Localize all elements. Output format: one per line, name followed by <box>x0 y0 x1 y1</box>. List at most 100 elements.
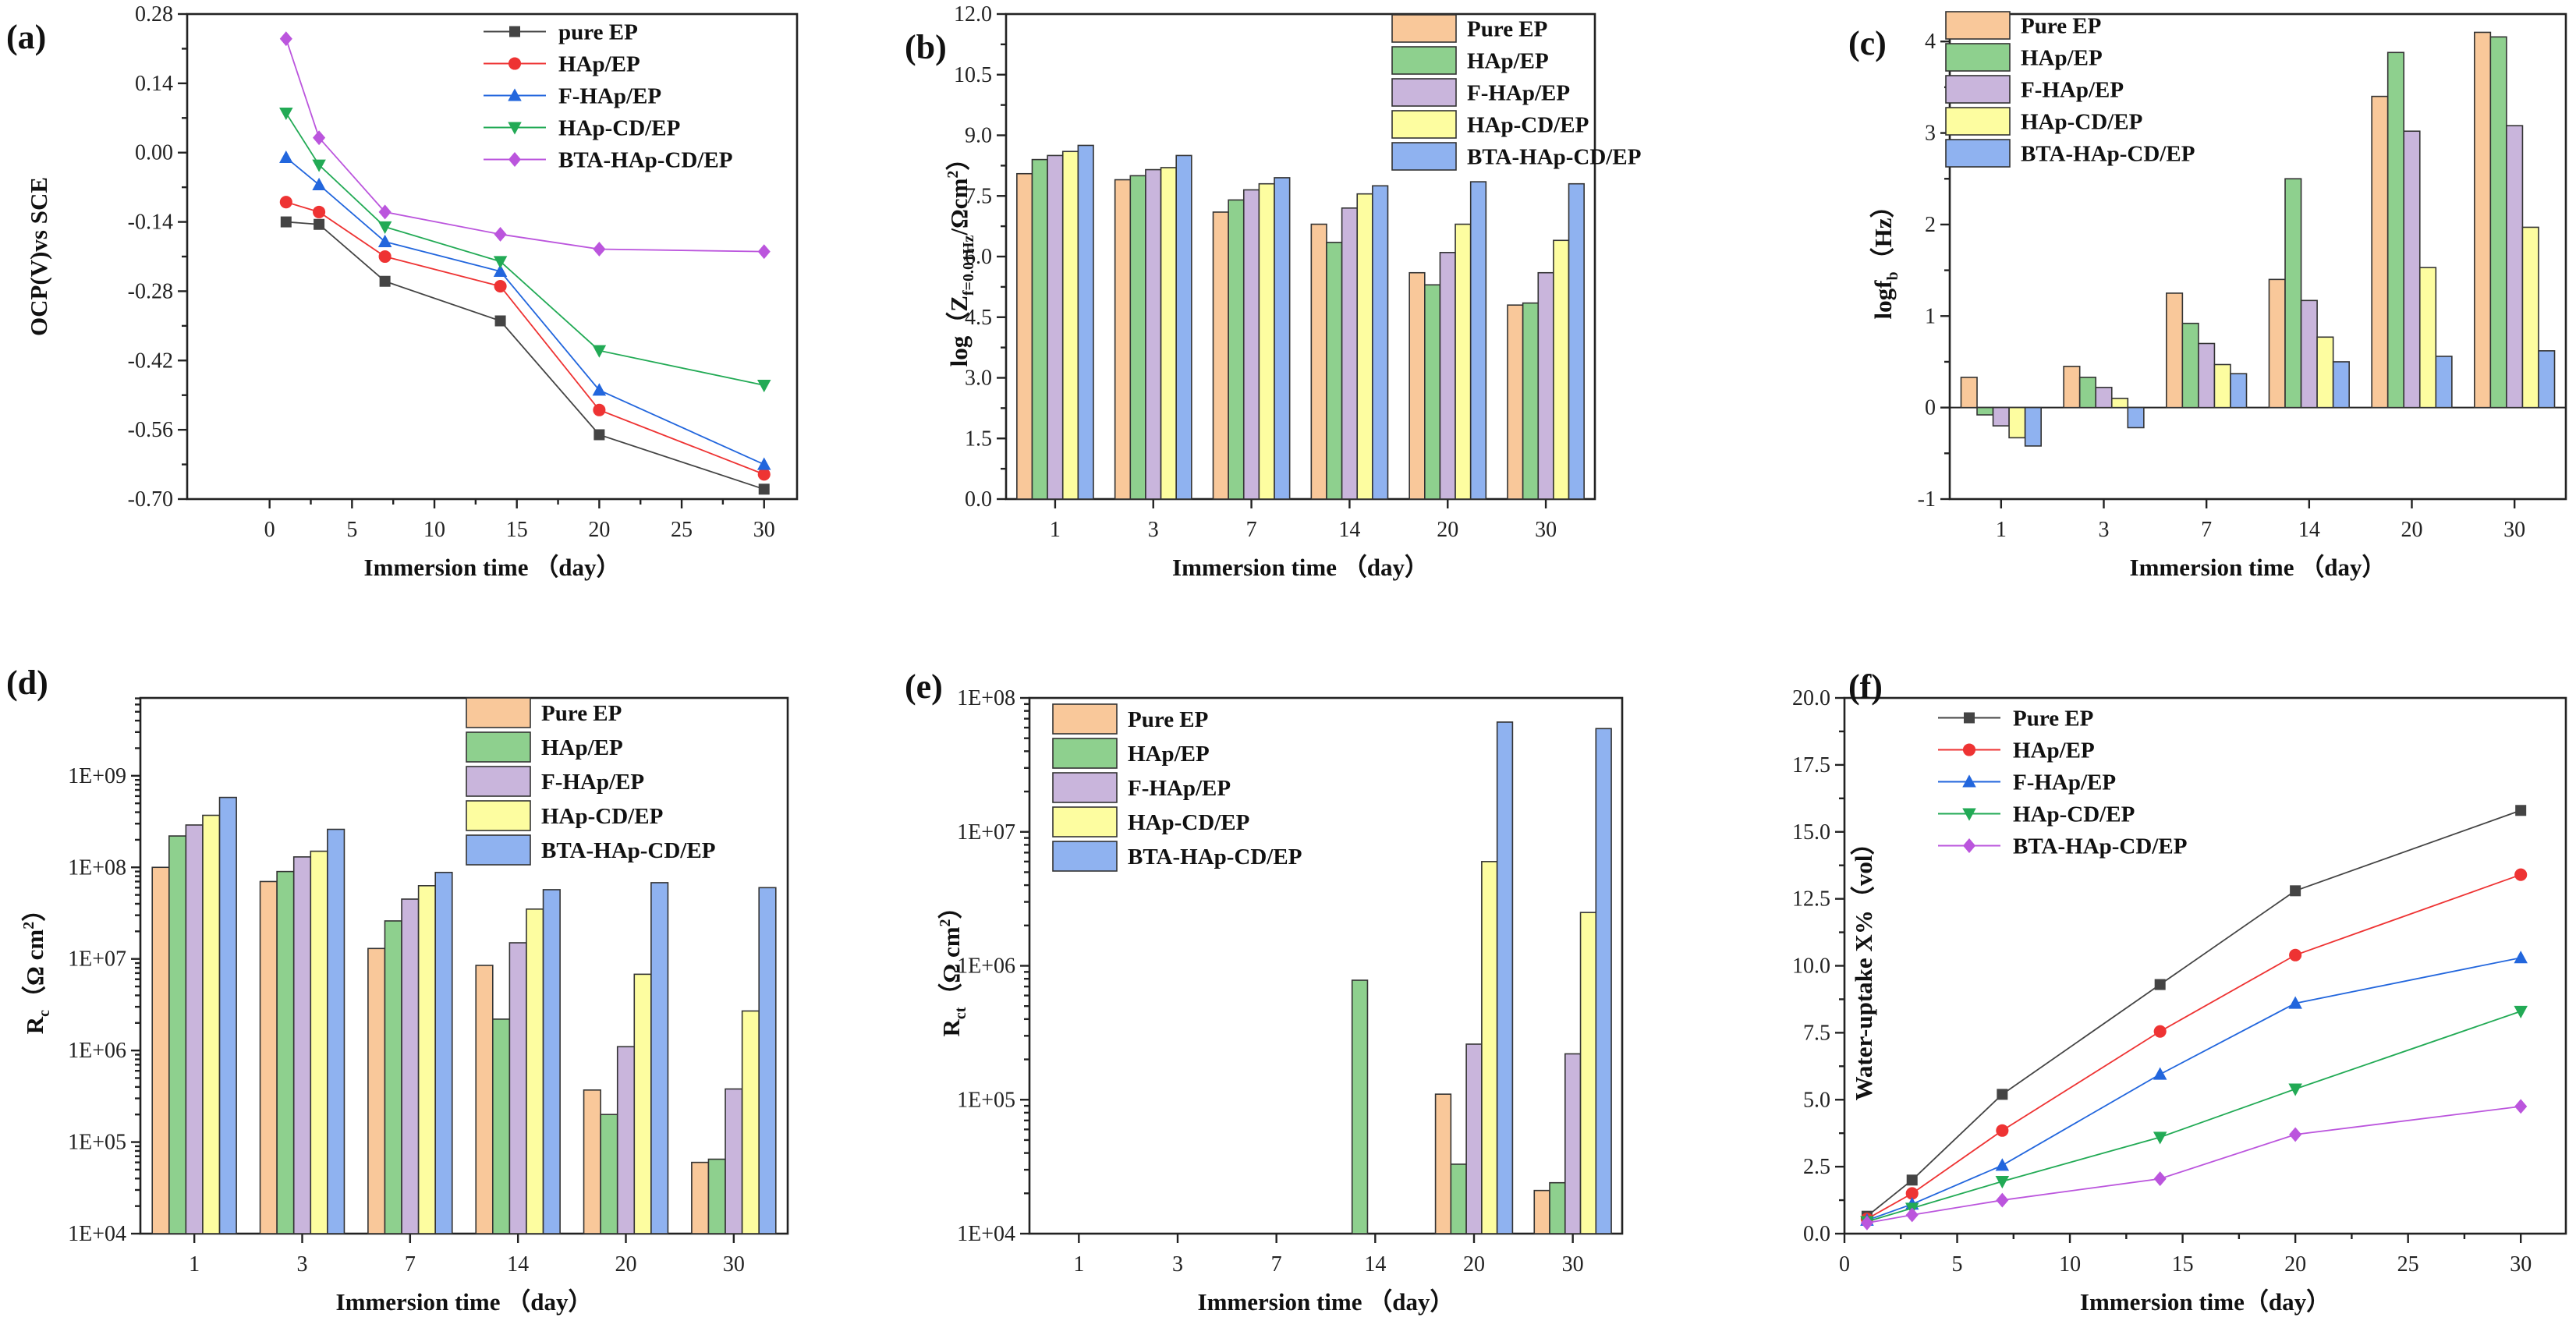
y-axis-label-part: （Ω cm <box>21 930 48 1010</box>
legend-item: HAp-CD/EP <box>484 116 680 141</box>
legend-item: HAp/EP <box>466 731 623 763</box>
x-tick-label: 7 <box>1271 1252 1282 1277</box>
x-tick-label: 1 <box>1073 1252 1084 1277</box>
x-tick-label: 14 <box>1338 518 1360 542</box>
legend-item: HAp/EP <box>1938 738 2095 763</box>
bar <box>1439 252 1456 500</box>
y-axis-label-part: b <box>1884 271 1901 280</box>
legend-swatch <box>1052 703 1118 735</box>
bar <box>1031 158 1048 500</box>
data-point <box>1860 1215 1873 1231</box>
data-point <box>1905 1187 1919 1200</box>
bar <box>2078 377 2097 409</box>
bar <box>2127 406 2145 429</box>
legend-label: HAp-CD/EP <box>558 116 680 141</box>
data-point <box>1995 1158 2010 1171</box>
legend-item: BTA-HAp-CD/EP <box>466 834 715 866</box>
y-tick-label: -0.14 <box>128 211 173 235</box>
bar <box>2166 292 2184 409</box>
bar <box>1481 861 1498 1234</box>
bar <box>1016 172 1033 500</box>
y-tick-label: 10.5 <box>954 63 992 87</box>
legend-label: HAp/EP <box>1128 742 1210 767</box>
bar <box>616 1046 636 1234</box>
bar <box>185 824 204 1234</box>
legend-swatch <box>1391 110 1457 139</box>
series-line <box>285 38 764 253</box>
y-tick-label: 20.0 <box>1792 686 1830 710</box>
bar <box>384 920 402 1234</box>
x-tick-label: 20 <box>1437 518 1458 542</box>
legend-label: HAp/EP <box>541 735 623 760</box>
bar <box>367 947 386 1234</box>
y-tick-label: 5.0 <box>1803 1088 1830 1112</box>
bar <box>542 889 561 1234</box>
bar <box>327 828 345 1234</box>
bar <box>1372 185 1389 500</box>
y-axis-label-part: f=0.01Hz <box>960 235 977 296</box>
series-line <box>285 201 765 476</box>
legend: pure EP HAp/EP F-HAp/EP HAp-CD/EP BTA-HAp-CD… <box>484 20 732 173</box>
bar <box>707 1158 726 1234</box>
y-axis-label-part: ） <box>945 147 973 171</box>
panel-label: (c) <box>1848 24 1887 62</box>
y-axis-label: Rc（Ω cm2） <box>20 898 53 1034</box>
y-tick-label: 4 <box>1925 30 1936 54</box>
data-point <box>1905 1207 1919 1223</box>
bar <box>1326 242 1343 500</box>
legend-marker <box>508 122 522 135</box>
bar <box>508 942 527 1234</box>
y-axis-label-part: 2 <box>20 922 37 930</box>
data-point <box>1996 1192 2009 1208</box>
y-tick-label: 1E+09 <box>68 764 126 788</box>
legend-swatch <box>466 697 531 728</box>
bar <box>2181 322 2199 409</box>
bar <box>1047 154 1064 500</box>
legend-item: pure EP <box>484 20 638 45</box>
legend: Pure EP HAp/EP F-HAp/EP HAp-CD/EP BTA-HAp-CD… <box>1391 14 1641 171</box>
data-point <box>494 226 507 242</box>
bar <box>2213 363 2231 409</box>
data-point <box>2515 805 2527 816</box>
bar <box>2418 267 2437 409</box>
y-axis-label-part: R <box>937 1019 965 1037</box>
bar <box>1408 271 1426 500</box>
data-point <box>2153 1025 2167 1038</box>
y-tick-label: 1.5 <box>965 427 992 451</box>
y-tick-label: -1 <box>1918 487 1936 512</box>
data-point <box>2153 1171 2167 1187</box>
y-tick-label: -0.56 <box>128 418 173 442</box>
data-point <box>2514 868 2528 881</box>
bar <box>2284 178 2302 409</box>
panel-label: (a) <box>6 18 46 56</box>
bar <box>434 871 453 1234</box>
legend-label: HAp/EP <box>558 52 640 77</box>
x-tick-label: 30 <box>2503 518 2525 542</box>
bar <box>2063 366 2081 409</box>
legend-swatch <box>1052 738 1118 769</box>
bar <box>2008 406 2026 439</box>
legend-label: F-HAp/EP <box>1467 81 1570 106</box>
data-point <box>757 457 771 470</box>
bar <box>2474 31 2492 409</box>
y-tick-label: 6.0 <box>965 245 992 269</box>
plot-frame <box>139 696 789 1235</box>
x-tick-label: 30 <box>753 518 775 542</box>
legend-item: F-HAp/EP <box>1052 772 1231 803</box>
bar <box>2230 373 2248 409</box>
legend-swatch <box>1945 75 2011 104</box>
panel-c-breakpoint-frequency-chart: -1 0 1 2 3 4 1 3 7 14 20 30 Immersion time （day） logf… <box>1848 11 2567 581</box>
bar <box>1434 1093 1452 1234</box>
legend-label: HAp-CD/EP <box>1467 113 1589 138</box>
bar <box>2386 51 2405 409</box>
data-point <box>2153 1131 2167 1145</box>
legend-label: F-HAp/EP <box>2021 78 2124 103</box>
legend-label: BTA-HAp-CD/EP <box>2021 142 2195 167</box>
legend-label: Pure EP <box>2013 706 2093 731</box>
data-point <box>592 345 607 358</box>
panel-f-water-uptake-chart: 0.0 2.5 5.0 7.5 10.0 12.5 15.0 17.5 20.0 0 5 10 15 20… <box>1792 668 2567 1316</box>
legend-marker <box>508 57 522 70</box>
legend-label: Pure EP <box>1467 17 1547 42</box>
bar <box>1356 193 1373 500</box>
x-tick-label: 3 <box>1148 518 1159 542</box>
